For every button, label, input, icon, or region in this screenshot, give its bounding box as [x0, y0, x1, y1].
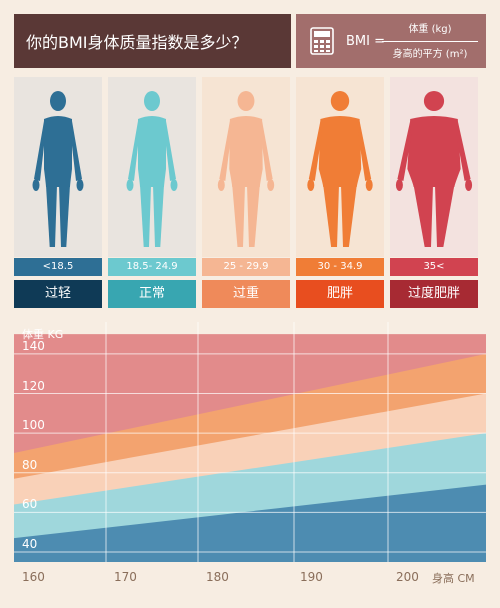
bmi-category-label: 正常	[108, 280, 196, 308]
formula-divider	[382, 41, 478, 42]
y-tick-label: 100	[22, 418, 45, 433]
y-tick-label: 40	[22, 537, 38, 551]
page-title: 你的BMI身体质量指数是多少？	[26, 33, 248, 52]
body-silhouette-icon	[32, 91, 84, 247]
body-silhouette-icon	[395, 91, 473, 247]
body-silhouette-icon	[126, 91, 178, 247]
formula-numerator: 体重 (kg)	[408, 24, 452, 35]
bmi-range-label: 35<	[390, 258, 478, 276]
x-axis-title: 身高 CM	[432, 572, 475, 585]
bmi-range-label: 18.5- 24.9	[108, 258, 196, 276]
bmi-category-label: 过轻	[14, 280, 102, 308]
body-silhouette-icon	[307, 91, 373, 247]
formula-denominator: 身高的平方 (m²)	[392, 49, 468, 60]
body-silhouette-icon	[217, 91, 275, 247]
x-tick-label: 160	[22, 570, 45, 584]
y-tick-label: 60	[22, 497, 38, 512]
y-axis-title: 体重 KG	[22, 328, 64, 341]
x-tick-label: 180	[206, 570, 229, 584]
chart-band	[14, 484, 486, 562]
bmi-range-label: 25 - 29.9	[202, 258, 290, 276]
body-panel	[202, 77, 290, 257]
x-tick-label: 190	[300, 570, 323, 584]
x-tick-label: 200	[396, 570, 419, 584]
bmi-range-label: <18.5	[14, 258, 102, 276]
bmi-range-label: 30 - 34.9	[296, 258, 384, 276]
body-panel	[14, 77, 102, 257]
bmi-label: BMI =	[346, 34, 385, 49]
x-tick-label: 170	[114, 570, 137, 584]
body-panel	[390, 77, 478, 257]
body-panel	[108, 77, 196, 257]
bmi-category-label: 过重	[202, 280, 290, 308]
calculator-icon	[310, 27, 334, 55]
bmi-category-label: 肥胖	[296, 280, 384, 308]
y-tick-label: 80	[22, 457, 38, 472]
body-panel	[296, 77, 384, 257]
bmi-formula-box: BMI = 体重 (kg) 身高的平方 (m²)	[296, 14, 486, 68]
bmi-weight-height-chart	[14, 322, 486, 562]
y-tick-label: 140	[22, 338, 45, 353]
y-tick-label: 120	[22, 378, 45, 393]
bmi-category-label: 过度肥胖	[390, 280, 478, 308]
header-question-box: 你的BMI身体质量指数是多少？	[14, 14, 291, 68]
